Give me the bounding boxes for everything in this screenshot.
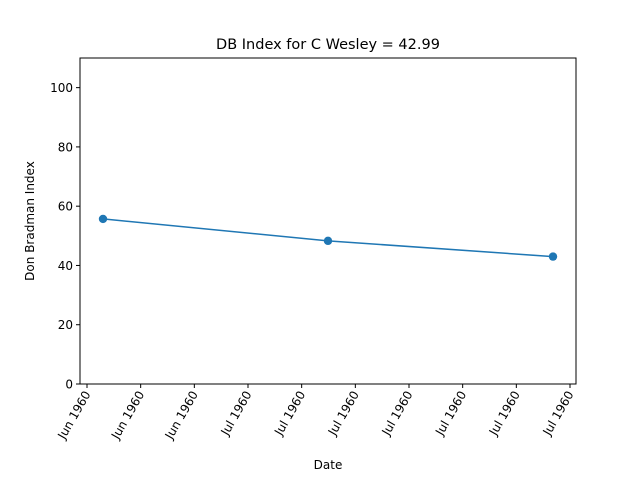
y-tick-label: 80: [58, 140, 73, 154]
chart-title: DB Index for C Wesley = 42.99: [216, 37, 440, 53]
y-tick-label: 20: [58, 318, 73, 332]
y-tick-label: 40: [58, 259, 73, 273]
plot-frame: [79, 57, 577, 385]
x-axis-label: Date: [314, 458, 343, 472]
data-point: [548, 252, 558, 261]
data-point: [98, 214, 108, 224]
y-axis-label: Don Bradman Index: [23, 161, 37, 281]
y-tick-label: 100: [50, 81, 73, 95]
y-tick-label: 0: [65, 378, 73, 392]
y-tick-label: 60: [58, 200, 73, 214]
series-layer: [98, 214, 558, 261]
data-point: [323, 236, 333, 246]
y-axis-ticks: 0 20 40 60 80 100: [50, 81, 80, 392]
